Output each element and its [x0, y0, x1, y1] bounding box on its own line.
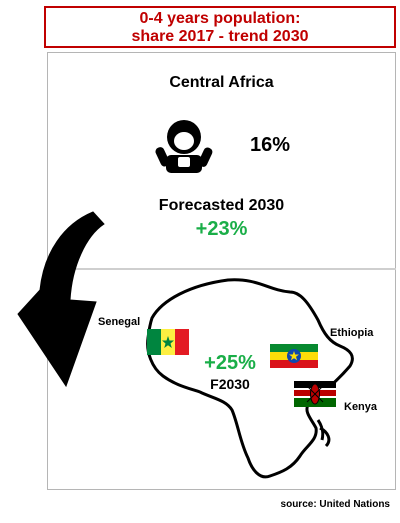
- africa-outline-icon: [146, 278, 354, 479]
- panel-divider: [47, 268, 396, 270]
- ethiopia-flag-icon: [270, 344, 318, 368]
- senegal-flag-icon: [147, 329, 189, 355]
- curved-arrow-icon: [17, 211, 105, 388]
- forecast-label: Forecasted 2030: [158, 197, 285, 214]
- share-value: 16%: [250, 134, 291, 156]
- forecast-value: +23%: [195, 218, 248, 240]
- country-label-kenya: Kenya: [344, 401, 378, 413]
- country-label-senegal: Senegal: [98, 316, 141, 328]
- top-panel: [47, 52, 396, 269]
- source-note: source: United Nations: [280, 499, 390, 510]
- title-line-2: share 2017 - trend 2030: [131, 28, 309, 45]
- title-line-1: 0-4 years population:: [139, 10, 301, 27]
- trend-value: +25%: [204, 352, 256, 374]
- title-box: 0-4 years population: share 2017 - trend…: [44, 6, 396, 48]
- baby-icon: [155, 120, 213, 173]
- region-label: Central Africa: [169, 74, 274, 91]
- trend-label: F2030: [210, 376, 250, 392]
- kenya-flag-icon: [294, 381, 336, 407]
- country-label-ethiopia: Ethiopia: [330, 327, 374, 339]
